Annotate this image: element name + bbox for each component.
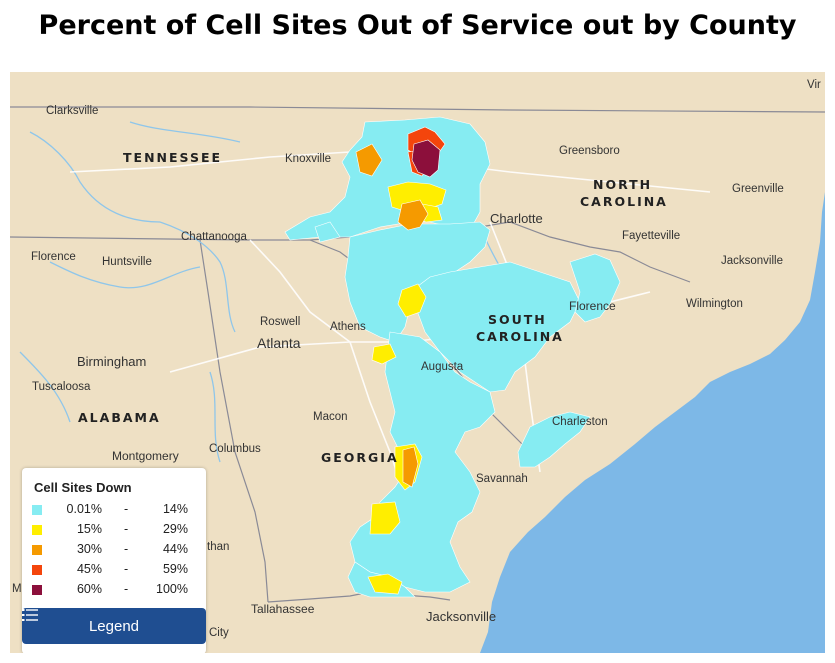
list-icon bbox=[22, 609, 38, 621]
legend-title: Cell Sites Down bbox=[34, 480, 132, 495]
legend-swatch bbox=[32, 505, 42, 515]
atlantic-ocean bbox=[480, 192, 825, 653]
county-darkred[interactable] bbox=[411, 139, 441, 178]
legend-swatch bbox=[32, 525, 42, 535]
legend-high: 29% bbox=[162, 522, 188, 536]
legend-swatch bbox=[32, 545, 42, 555]
page-title: Percent of Cell Sites Out of Service out… bbox=[38, 10, 797, 41]
legend-high: 44% bbox=[162, 542, 188, 556]
county-yellow-midgeorgia[interactable] bbox=[371, 343, 397, 365]
city-label-tallahassee: Tallahassee bbox=[251, 602, 315, 616]
city-label-charleston: Charleston bbox=[552, 416, 608, 428]
legend-low: 60% bbox=[76, 582, 102, 596]
city-label-greenville: Greenville bbox=[732, 183, 784, 195]
city-label-clarksville: Clarksville bbox=[46, 105, 98, 117]
state-label-south-carolina-1: SOUTH bbox=[488, 312, 547, 327]
city-label-m-partial: M bbox=[12, 583, 22, 595]
legend-swatch bbox=[32, 565, 42, 575]
city-label-jacksonville-fl: Jacksonville bbox=[426, 609, 496, 624]
state-label-georgia: GEORGIA bbox=[321, 450, 399, 465]
legend-row: 30% - 44% bbox=[32, 541, 202, 561]
city-label-montgomery: Montgomery bbox=[112, 449, 179, 463]
affected-counties[interactable] bbox=[284, 116, 621, 598]
city-label-tuscaloosa: Tuscaloosa bbox=[32, 381, 91, 393]
legend-low: 15% bbox=[76, 522, 102, 536]
county-yellow-border[interactable] bbox=[367, 573, 403, 595]
county-cluster-midlands[interactable] bbox=[409, 261, 581, 393]
city-label-savannah: Savannah bbox=[476, 473, 528, 485]
state-label-north-carolina-1: NORTH bbox=[593, 177, 652, 192]
legend-low: 0.01% bbox=[66, 502, 102, 516]
legend-low: 45% bbox=[76, 562, 102, 576]
city-label-macon: Macon bbox=[313, 411, 348, 423]
state-label-north-carolina-2: CAROLINA bbox=[580, 194, 668, 209]
city-label-athens: Athens bbox=[330, 321, 366, 333]
city-label-huntsville: Huntsville bbox=[102, 256, 152, 268]
legend-swatch bbox=[32, 585, 42, 595]
legend-low: 30% bbox=[76, 542, 102, 556]
legend-button-label: Legend bbox=[88, 617, 140, 635]
city-label-fayetteville: Fayetteville bbox=[622, 230, 680, 242]
legend-high: 14% bbox=[162, 502, 188, 516]
city-label-charlotte: Charlotte bbox=[490, 211, 543, 226]
legend-button[interactable]: Legend bbox=[22, 608, 206, 644]
city-label-city-partial: City bbox=[209, 627, 229, 639]
city-label-florence-sc: Florence bbox=[569, 299, 616, 313]
legend-row: 60% - 100% bbox=[32, 581, 202, 601]
legend-row: 15% - 29% bbox=[32, 521, 202, 541]
legend-sep: - bbox=[124, 542, 129, 556]
city-label-virginia-partial: Vir bbox=[807, 79, 821, 91]
city-label-florence-al: Florence bbox=[31, 251, 76, 263]
city-label-knoxville: Knoxville bbox=[285, 153, 331, 165]
county-pee-dee[interactable] bbox=[569, 253, 621, 323]
county-cluster-tennessee[interactable] bbox=[314, 221, 341, 243]
county-orange-2[interactable] bbox=[397, 199, 429, 231]
city-label-roswell: Roswell bbox=[260, 316, 300, 328]
city-label-birmingham: Birmingham bbox=[77, 354, 146, 369]
legend-sep: - bbox=[124, 502, 129, 516]
city-label-columbus: Columbus bbox=[209, 443, 261, 455]
county-cluster-lowcountry[interactable] bbox=[517, 411, 591, 468]
city-label-augusta: Augusta bbox=[421, 361, 464, 373]
city-label-jacksonville-nc: Jacksonville bbox=[721, 255, 783, 267]
city-label-dothan-partial: than bbox=[207, 541, 229, 553]
city-label-chattanooga: Chattanooga bbox=[181, 231, 247, 243]
city-label-wilmington: Wilmington bbox=[686, 298, 743, 310]
legend-row: 45% - 59% bbox=[32, 561, 202, 581]
city-label-atlanta: Atlanta bbox=[257, 335, 301, 351]
state-label-alabama: ALABAMA bbox=[78, 410, 161, 425]
state-label-south-carolina-2: CAROLINA bbox=[476, 329, 564, 344]
county-yellow-athens[interactable] bbox=[397, 283, 427, 318]
map[interactable]: TENNESSEE NORTH CAROLINA SOUTH CAROLINA … bbox=[10, 72, 825, 653]
county-orange-3[interactable] bbox=[402, 446, 419, 488]
legend-high: 59% bbox=[162, 562, 188, 576]
legend-sep: - bbox=[124, 562, 129, 576]
legend-row: 0.01% - 14% bbox=[32, 501, 202, 521]
city-label-greensboro: Greensboro bbox=[559, 145, 620, 157]
county-yellow-south[interactable] bbox=[369, 501, 401, 535]
legend-high: 100% bbox=[156, 582, 188, 596]
legend-sep: - bbox=[124, 522, 129, 536]
county-orange-1[interactable] bbox=[355, 143, 383, 177]
legend-sep: - bbox=[124, 582, 129, 596]
state-label-tennessee: TENNESSEE bbox=[123, 150, 222, 165]
